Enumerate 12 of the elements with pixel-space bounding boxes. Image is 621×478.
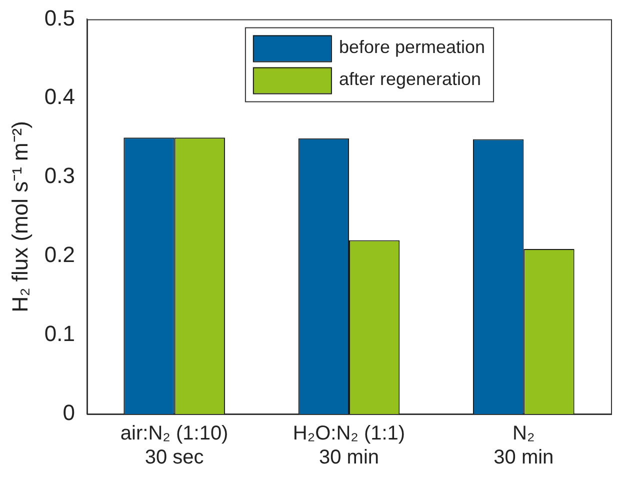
x-tick-label: air:N₂ (1:10) 30 sec [120,422,228,469]
y-axis-title: H₂ flux (mol s⁻¹ m⁻²) [7,121,32,312]
y-tick-label: 0.1 [44,321,75,346]
y-tick-label: 0.5 [44,5,75,30]
y-tick-label: 0.4 [44,84,75,110]
y-tick-label: 0.2 [44,242,75,268]
y-tick-label: 0 [62,400,75,426]
x-tick-label: N₂ 30 min [494,422,554,469]
legend-label: after regeneration [338,69,482,90]
x-tick-label: H₂O:N₂ (1:1) 30 min [292,422,406,469]
y-tick-label: 0.3 [44,163,75,188]
legend-label: before permeation [338,37,486,58]
